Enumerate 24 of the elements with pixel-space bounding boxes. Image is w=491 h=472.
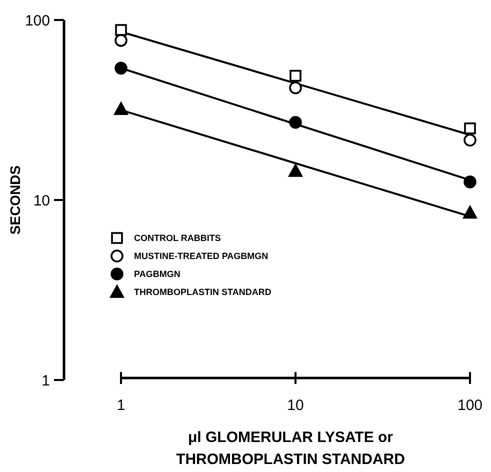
point: [115, 24, 127, 36]
legend-label: CONTROL RABBITS: [134, 233, 221, 244]
y-tick-label: 100: [24, 12, 50, 30]
legend-label: THROMBOPLASTIN STANDARD: [134, 287, 272, 298]
legend-label: MUSTINE-TREATED PAGBMGN: [134, 251, 268, 262]
point: [289, 81, 302, 94]
y-axis-title: SECONDS: [7, 165, 23, 235]
point: [114, 62, 128, 75]
y-tick-label: 1: [42, 372, 50, 390]
x-tick-label: 100: [457, 397, 483, 414]
x-tick-label: 10: [287, 397, 304, 414]
x-axis-title: μl GLOMERULAR LYSATE or THROMBOPLASTIN STANDARD: [176, 429, 406, 468]
point: [288, 164, 302, 177]
point: [464, 122, 476, 134]
y-tick-label: 10: [33, 192, 50, 210]
point: [464, 134, 476, 147]
point: [289, 116, 302, 129]
x-tick-label: 1: [116, 397, 126, 414]
point: [290, 70, 302, 82]
point: [114, 34, 128, 47]
point: [463, 206, 477, 219]
point: [464, 176, 476, 188]
legend-label: PAGBMGN: [134, 269, 180, 280]
point: [114, 102, 128, 115]
